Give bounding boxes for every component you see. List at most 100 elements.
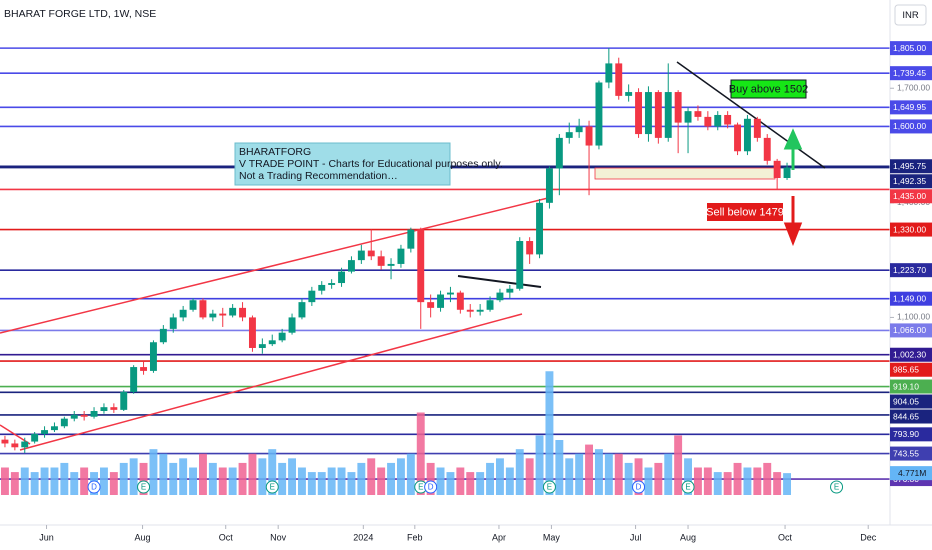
volume-bar — [416, 412, 425, 495]
volume-bar — [189, 467, 198, 495]
volume-bar — [258, 458, 267, 495]
price-tag — [890, 379, 932, 394]
volume-bar — [50, 467, 59, 495]
zone — [594, 167, 776, 180]
volume-bar — [565, 458, 574, 495]
volume-bar — [406, 453, 415, 495]
y-tick-label: 1,700.00 — [897, 82, 930, 92]
price-tag — [890, 263, 932, 278]
candle-body — [486, 300, 494, 310]
sell-box — [707, 203, 783, 221]
volume-bar — [594, 449, 603, 495]
candle-body — [318, 284, 326, 291]
volume-bar — [119, 462, 128, 495]
candle-body — [456, 292, 464, 310]
candle-body — [575, 126, 583, 133]
volume-bar — [80, 467, 89, 495]
candle-body — [248, 317, 256, 348]
volume-bar — [575, 453, 584, 495]
chart-title: BHARAT FORGE LTD, 1W, NSE — [4, 8, 156, 20]
volume-bar — [70, 472, 79, 495]
candle-body — [783, 167, 791, 178]
price-tag — [890, 189, 932, 204]
volume-bar — [773, 472, 782, 495]
levels — [0, 47, 890, 480]
volume-bar — [20, 467, 29, 495]
candle-body — [506, 288, 514, 293]
volume-bar — [139, 462, 148, 495]
event-icon — [424, 480, 438, 494]
event-icon — [632, 480, 646, 494]
volume-bar — [396, 458, 405, 495]
candle-body — [694, 111, 702, 117]
candle-body — [229, 307, 237, 316]
currency-button[interactable] — [894, 4, 927, 26]
x-tick-label: 2024 — [353, 532, 373, 542]
price-tag — [890, 347, 932, 362]
x-tick-label: Nov — [270, 532, 287, 542]
price-tag-label: 743.55 — [893, 448, 919, 458]
volume-bar — [149, 449, 158, 495]
candle-body — [466, 309, 474, 312]
volume-bar — [783, 473, 792, 495]
price-tag — [890, 427, 932, 442]
price-tag-label: 1,600.00 — [893, 121, 926, 131]
candle-body — [110, 407, 118, 410]
candle-body — [60, 418, 68, 427]
y-tick-label: 1,100.00 — [897, 312, 930, 322]
volume-bar — [268, 449, 277, 495]
event-label: E — [418, 483, 423, 492]
candle-body — [169, 317, 177, 329]
volume-bar — [436, 467, 445, 495]
volume-bar — [515, 449, 524, 495]
price-tag — [890, 159, 932, 174]
volume-bar — [278, 462, 287, 495]
candle-body — [496, 292, 504, 301]
candle-body — [209, 313, 217, 318]
volume-bar — [525, 458, 534, 495]
volume-bar — [753, 467, 762, 495]
candle-body — [664, 92, 672, 138]
note-line: BHARATFORG — [239, 146, 311, 158]
volume-bar — [684, 458, 693, 495]
volume-bar — [327, 467, 336, 495]
candle-body — [258, 344, 266, 348]
volume-bar — [0, 467, 9, 495]
price-tag — [890, 174, 932, 189]
volume-bar — [10, 472, 19, 495]
candle-body — [417, 229, 425, 303]
currency-label[interactable]: INR — [902, 10, 919, 21]
trendline — [676, 61, 826, 169]
candle-body — [31, 433, 39, 442]
candle-body — [476, 309, 484, 312]
x-tick-label: Aug — [135, 532, 151, 542]
price-tag — [890, 394, 932, 409]
buy-label: Buy above 1502 — [729, 83, 809, 95]
event-label: E — [141, 483, 146, 492]
trendline — [0, 196, 553, 334]
volume-bar — [446, 472, 455, 495]
event-label: E — [547, 483, 552, 492]
candle-body — [90, 411, 98, 417]
event-label: E — [685, 483, 690, 492]
candle-body — [516, 241, 524, 289]
volume-bar — [624, 462, 633, 495]
price-tag-label: 904.05 — [893, 396, 919, 406]
candle-body — [555, 137, 563, 169]
event-icon — [87, 480, 101, 494]
candle-body — [367, 250, 375, 257]
candle-body — [446, 292, 454, 295]
volume-bar — [337, 467, 346, 495]
candle-body — [41, 430, 49, 434]
candle-body — [80, 414, 88, 417]
candle-body — [753, 118, 761, 138]
trendline — [19, 313, 523, 451]
candle-body — [407, 229, 415, 249]
candle-body — [605, 63, 613, 83]
volume-tag-label: 4.771M — [898, 468, 926, 478]
event-icon — [681, 480, 695, 494]
candle-body — [70, 414, 78, 419]
volume-bar — [654, 462, 663, 495]
price-tag-label: 1,435.00 — [893, 191, 926, 201]
